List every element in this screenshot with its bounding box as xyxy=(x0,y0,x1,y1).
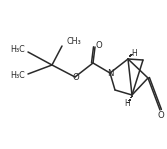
Text: H₃C: H₃C xyxy=(10,45,25,55)
Text: H₃C: H₃C xyxy=(10,72,25,80)
Text: N: N xyxy=(107,69,113,79)
Text: O: O xyxy=(73,73,79,83)
Text: CH₃: CH₃ xyxy=(67,38,82,46)
Text: O: O xyxy=(96,41,102,49)
Text: H: H xyxy=(124,98,130,107)
Text: O: O xyxy=(158,111,164,119)
Text: H: H xyxy=(131,49,137,58)
